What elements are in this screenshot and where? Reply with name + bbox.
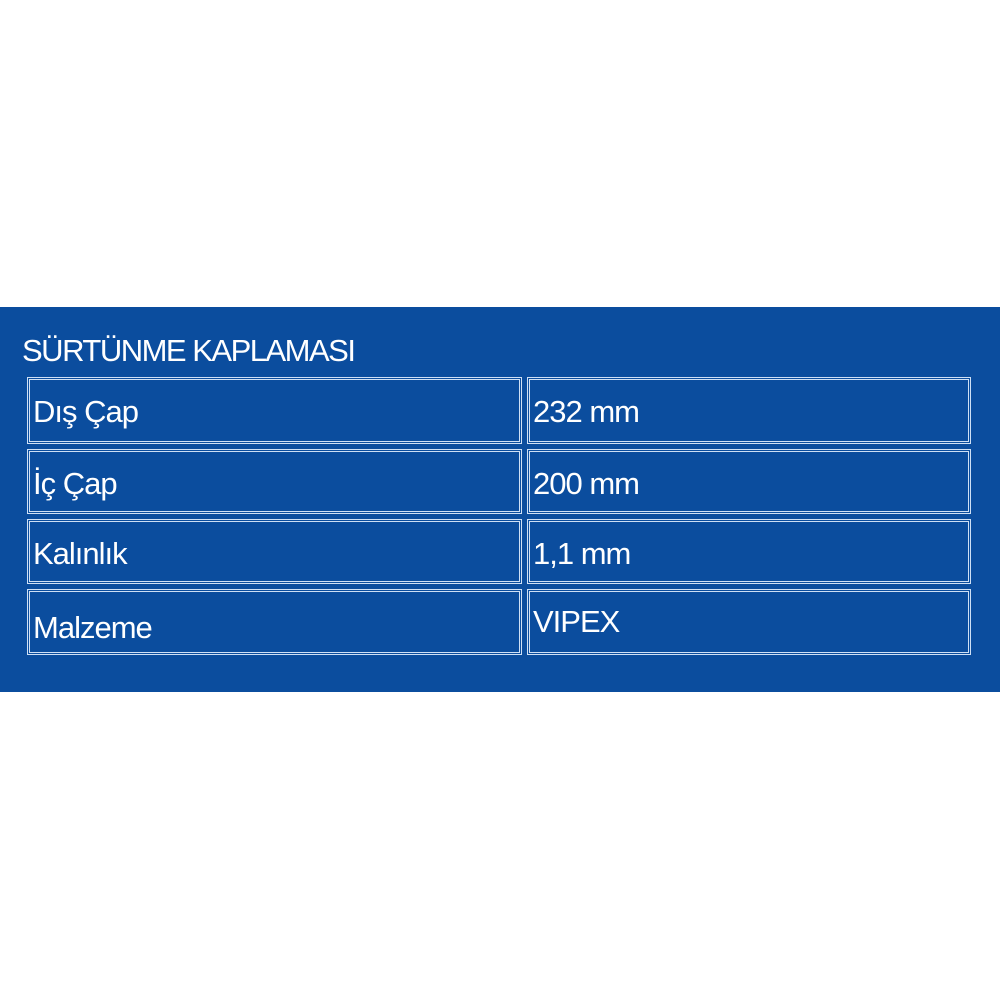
row-value: 1,1 mm [527,519,971,584]
row-label: İç Çap [27,449,522,514]
row-label: Malzeme [27,589,522,655]
row-value: VIPEX [527,589,971,655]
row-label: Kalınlık [27,519,522,584]
spec-panel: SÜRTÜNME KAPLAMASI Dış Çap 232 mm İç Çap… [0,307,1000,692]
row-value: 232 mm [527,377,971,444]
row-label: Dış Çap [27,377,522,444]
row-value: 200 mm [527,449,971,514]
panel-title: SÜRTÜNME KAPLAMASI [22,333,356,368]
